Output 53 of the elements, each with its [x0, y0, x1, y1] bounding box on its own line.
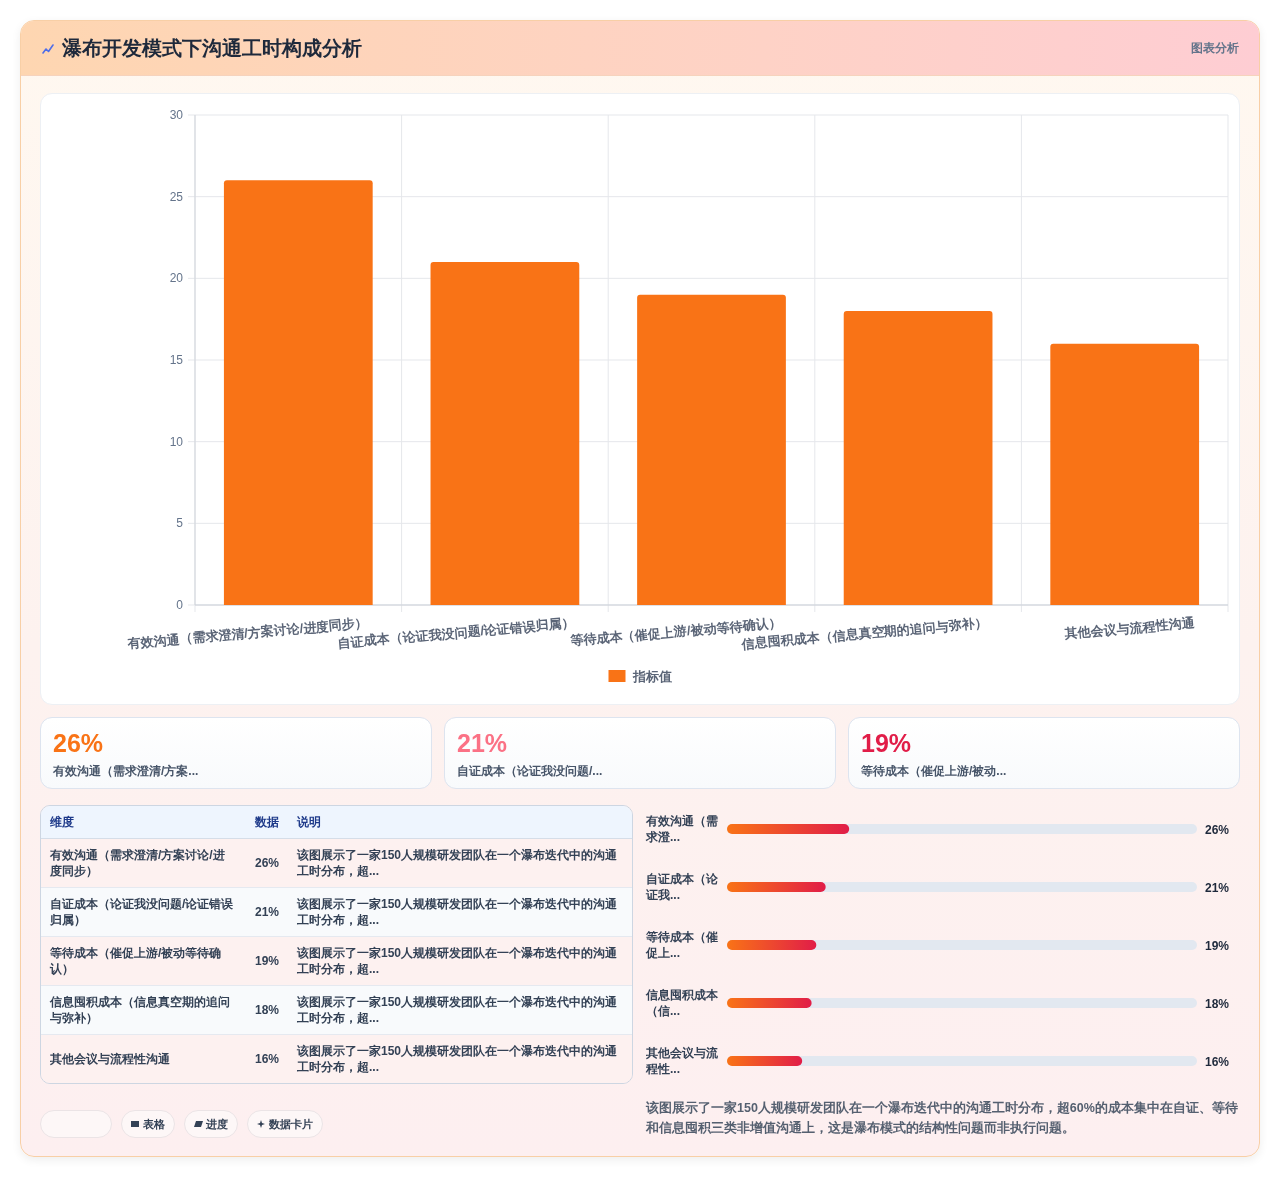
subtitle: 图表分析 — [1191, 40, 1239, 57]
category-label: 其他会议与流程性沟通 — [41, 1034, 246, 1083]
text: 维度 — [41, 806, 246, 839]
card-value: 21% — [457, 728, 508, 758]
category-label: 数据卡片 — [269, 1116, 313, 1132]
legend-label: 指标值 — [631, 668, 672, 684]
value-label: 16% — [1205, 1054, 1230, 1069]
category-label: 进度 — [206, 1116, 228, 1132]
category-label: 表格 — [143, 1116, 165, 1132]
category-label: 自证成本（论证我... — [646, 871, 719, 903]
category-label: 有效沟通（需求澄清/方案讨论/进度同步） — [41, 838, 246, 888]
legend: 指标值 — [608, 668, 672, 684]
category-label: 信息囤积成本（信... — [646, 987, 719, 1019]
text: 该图展示了一家150人规模研发团队在一个瀑布迭代中的沟通工时分布，超... — [288, 1034, 632, 1083]
card-value: 19% — [861, 728, 912, 758]
category-label: 等待成本（催促上... — [646, 929, 719, 961]
text: 该图展示了一家150人规模研发团队在一个瀑布迭代中的沟通工时分布，超... — [288, 985, 632, 1035]
category-label: 其他会议与流程性... — [646, 1045, 719, 1077]
y-tick-label: 30 — [169, 108, 183, 122]
x-tick-label: 其他会议与流程性沟通 — [1064, 615, 1195, 642]
value-label: 19% — [1205, 938, 1230, 953]
category-label: 自证成本（论证我没问题/论证错误归属） — [41, 887, 246, 937]
value-label: 21% — [1205, 880, 1230, 895]
value-label: 26% — [1205, 822, 1230, 837]
card-label: 有效沟通（需求澄清/方案... — [53, 763, 199, 779]
button: 数据卡片 — [247, 1110, 323, 1138]
card-label: 等待成本（催促上游/被动... — [861, 763, 1007, 779]
y-tick-label: 15 — [169, 353, 183, 367]
category-label: 等待成本（催促上游/被动等待确认） — [41, 936, 246, 986]
text: 26% — [255, 856, 280, 870]
text: 该图展示了一家150人规模研发团队在一个瀑布迭代中的沟通工时分布，超... — [288, 936, 632, 986]
card-label: 自证成本（论证我没问题/... — [457, 763, 603, 779]
text: 19% — [255, 954, 280, 968]
text: 该图展示了一家150人规模研发团队在一个瀑布迭代中的沟通工时分布，超... — [288, 838, 632, 888]
y-tick-label: 25 — [169, 189, 183, 204]
text: 21% — [255, 905, 280, 919]
text: 16% — [255, 1052, 280, 1066]
value-label: 18% — [1205, 996, 1230, 1011]
category-label: 有效沟通（需求澄... — [646, 813, 719, 845]
y-tick-label: 20 — [169, 271, 183, 286]
text: 数据 — [246, 806, 288, 839]
title: 瀑布开发模式下沟通工时构成分析 — [62, 36, 362, 61]
button: 进度 — [184, 1110, 238, 1138]
text: 该图展示了一家150人规模研发团队在一个瀑布迭代中的沟通工时分布，超... — [288, 887, 632, 937]
y-tick-label: 5 — [176, 516, 183, 531]
card-value: 26% — [53, 728, 104, 758]
y-tick-label: 0 — [176, 598, 183, 612]
text: 说明 — [288, 806, 632, 839]
category-label: 信息囤积成本（信息真空期的追问与弥补） — [41, 985, 246, 1035]
text: 18% — [255, 1003, 280, 1017]
y-tick-label: 10 — [169, 434, 183, 449]
button: 表格 — [121, 1110, 175, 1138]
note: 该图展示了一家150人规模研发团队在一个瀑布迭代中的沟通工时分布，超60%的成本集中在自证、等待和信息囤积三类非增值沟通上，这是瀑布模式的结构性问题而非执行问题。 — [646, 1099, 1239, 1137]
